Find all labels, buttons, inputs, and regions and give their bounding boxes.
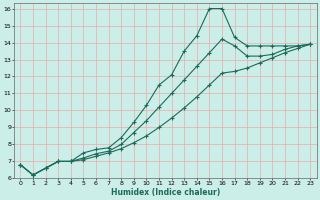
X-axis label: Humidex (Indice chaleur): Humidex (Indice chaleur)	[111, 188, 220, 197]
